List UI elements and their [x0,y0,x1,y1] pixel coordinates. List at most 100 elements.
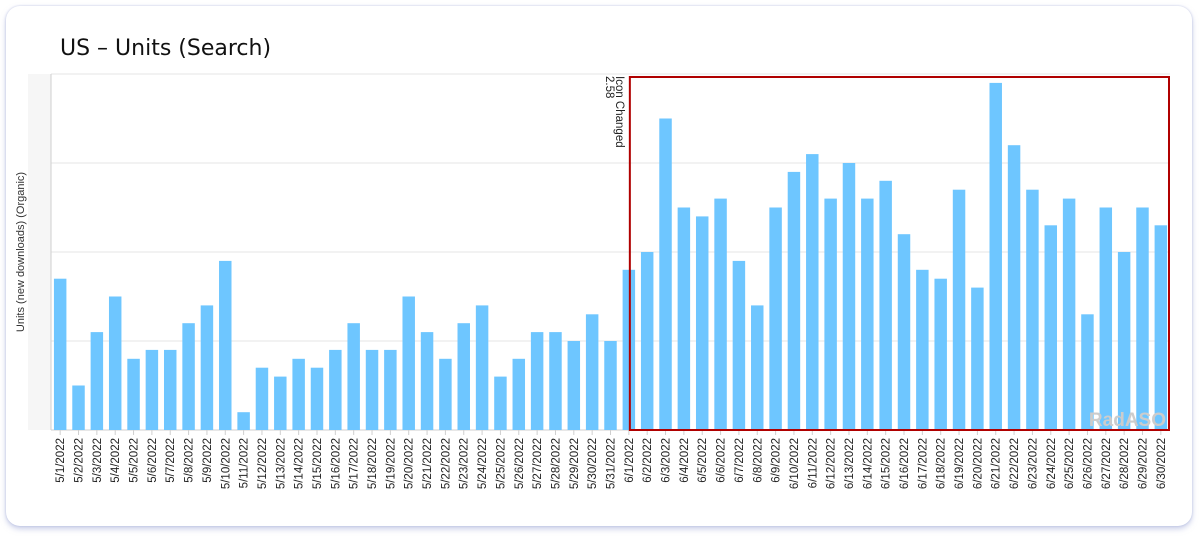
bar [200,305,214,430]
bar [1062,198,1076,430]
annotation-value: 2.58 [603,76,615,98]
x-tick-label: 5/9/2022 [202,438,214,483]
x-tick-label: 6/7/2022 [734,438,746,483]
bar [952,189,966,430]
x-tick-label: 6/8/2022 [752,438,764,483]
x-tick-label: 5/6/2022 [147,438,159,483]
bar [604,341,617,430]
y-axis-label: Units (new downloads) (Organic) [15,172,27,332]
highlight-box [628,76,1170,431]
bar [1136,207,1149,430]
bar [439,358,452,430]
bar [879,180,892,430]
bar [530,332,544,430]
bar [659,118,672,430]
x-tick-label: 5/16/2022 [330,438,342,489]
bar [1026,189,1039,430]
x-tick-label: 5/23/2022 [459,438,471,489]
bar [292,358,305,430]
bar [274,376,287,430]
bar [787,171,801,430]
bar [72,385,85,430]
x-tick-label: 5/5/2022 [129,438,141,483]
x-tick-label: 6/29/2022 [1137,438,1149,489]
x-tick-label: 5/22/2022 [440,438,452,489]
bar [1154,225,1168,430]
bar [751,305,764,430]
bar [365,349,379,430]
x-tick-label: 5/19/2022 [385,438,397,489]
x-tick-label: 6/9/2022 [771,438,783,483]
x-tick-label: 5/1/2022 [55,438,67,483]
bar [310,367,324,430]
x-tick-label: 5/7/2022 [165,438,177,483]
bar [806,154,819,430]
x-tick-label: 5/13/2022 [275,438,287,489]
x-tick-label: 6/25/2022 [1064,438,1076,489]
bar [714,198,727,430]
x-tick-label: 5/20/2022 [404,438,416,489]
x-tick-label: 6/12/2022 [826,438,838,489]
x-tick-label: 6/27/2022 [1101,438,1113,489]
chart-title: US – Units (Search) [60,36,272,61]
bar [457,323,470,430]
x-tick-label: 6/18/2022 [936,438,948,489]
x-tick-label: 6/2/2022 [642,438,654,483]
x-tick-label: 6/1/2022 [624,438,636,483]
bar [219,260,232,430]
bar [1099,207,1113,430]
bar [182,323,195,430]
x-tick-label: 5/2/2022 [74,438,86,483]
x-tick-label: 5/18/2022 [367,438,379,489]
x-tick-label: 6/13/2022 [844,438,856,489]
bar [402,296,415,430]
bar [255,367,269,430]
x-tick-label: 6/10/2022 [789,438,801,489]
x-tick-label: 5/10/2022 [220,438,232,489]
x-tick-label: 5/25/2022 [495,438,507,489]
x-tick-label: 5/27/2022 [532,438,544,489]
bar [420,332,434,430]
bar [971,287,984,430]
x-tick-label: 5/4/2022 [110,438,122,483]
x-tick-label: 5/12/2022 [257,438,269,489]
bar [1081,314,1094,430]
bar [494,376,507,430]
x-tick-label: 5/26/2022 [514,438,526,489]
bar [329,349,342,430]
x-tick-label: 5/24/2022 [477,438,489,489]
x-tick-label: 5/15/2022 [312,438,324,489]
x-tick-label: 6/4/2022 [679,438,691,483]
bar [769,207,782,430]
x-tick-label: 6/20/2022 [972,438,984,489]
bar [695,216,709,430]
bar [677,207,691,430]
x-tick-label: 6/22/2022 [1009,438,1021,489]
x-tick-label: 5/14/2022 [294,438,306,489]
bar [237,412,250,430]
bar [90,332,104,430]
x-tick-label: 6/26/2022 [1082,438,1094,489]
bar [108,296,122,430]
y-axis-band [28,74,51,430]
bar [824,198,837,430]
bar [1007,145,1021,430]
x-tick-label: 6/16/2022 [899,438,911,489]
bar [347,323,360,430]
x-tick-label: 5/21/2022 [422,438,434,489]
bar [475,305,489,430]
x-tick-label: 6/30/2022 [1156,438,1168,489]
bar [842,163,856,430]
x-tick-label: 6/14/2022 [862,438,874,489]
x-tick-label: 6/28/2022 [1119,438,1131,489]
bar [897,234,911,430]
bar [1044,225,1057,430]
bar [567,341,581,430]
x-tick-label: 5/30/2022 [587,438,599,489]
watermark-logo: RadASO [1089,410,1166,431]
bar [512,358,526,430]
x-tick-label: 5/11/2022 [239,438,251,488]
x-tick-label: 6/23/2022 [1027,438,1039,489]
x-tick-label: 6/17/2022 [917,438,929,489]
